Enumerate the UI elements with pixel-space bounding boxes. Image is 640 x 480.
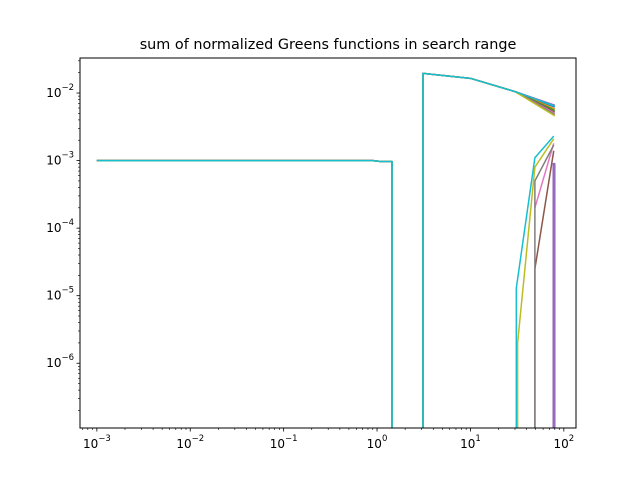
- series-line: [96, 72, 556, 428]
- x-tick-label: 101: [460, 434, 481, 451]
- x-tick-label: 10−1: [270, 434, 298, 451]
- y-tick-label-exponent: −5: [61, 286, 74, 296]
- x-tick-label-base: 10: [460, 437, 475, 451]
- x-tick-label-exponent: −3: [98, 434, 111, 444]
- x-tick-label-exponent: −1: [285, 434, 298, 444]
- y-tick-label: 10−3: [46, 151, 74, 168]
- y-tick-label: 10−2: [46, 83, 74, 100]
- x-tick-label: 102: [553, 434, 574, 451]
- series-tail-line: [534, 143, 555, 209]
- series-9: [96, 72, 556, 428]
- x-tick-label: 10−3: [83, 434, 111, 451]
- y-tick-label-exponent: −4: [61, 218, 74, 228]
- y-tick-label-base: 10: [46, 86, 61, 100]
- y-tick-label: 10−4: [46, 218, 74, 235]
- series-tail-line: [515, 135, 555, 428]
- x-tick-label-base: 10: [553, 437, 568, 451]
- x-tick-label-exponent: 0: [382, 434, 387, 444]
- y-tick-label-base: 10: [46, 289, 61, 303]
- axes-layer: 10−3 10−2 10−1 100 101 10210−610−510−410−310−…: [46, 60, 574, 451]
- x-tick-label-exponent: 1: [475, 434, 480, 444]
- x-tick-label: 10−2: [176, 434, 204, 451]
- y-tick-label: 10−6: [46, 353, 74, 370]
- y-tick-label-base: 10: [46, 154, 61, 168]
- x-tick-label: 100: [367, 434, 388, 451]
- y-tick-label: 10−5: [46, 286, 74, 303]
- y-tick-label-base: 10: [46, 356, 61, 370]
- series-layer: [96, 72, 556, 428]
- series-tail-line: [534, 144, 555, 428]
- y-tick-label-exponent: −2: [61, 83, 74, 93]
- x-tick-label-exponent: 2: [569, 434, 574, 444]
- x-tick-label-base: 10: [270, 437, 285, 451]
- y-tick-label-exponent: −6: [61, 353, 74, 363]
- y-tick-label-base: 10: [46, 221, 61, 235]
- x-tick-label-base: 10: [176, 437, 191, 451]
- series-tail-line: [552, 162, 556, 428]
- x-tick-label-base: 10: [367, 437, 382, 451]
- chart-title: sum of normalized Greens functions in se…: [140, 37, 517, 53]
- x-tick-label-base: 10: [83, 437, 98, 451]
- y-tick-label-exponent: −3: [61, 151, 74, 161]
- series-tail-line: [516, 138, 555, 428]
- x-tick-label-exponent: −2: [192, 434, 205, 444]
- plot-frame: [79, 57, 577, 429]
